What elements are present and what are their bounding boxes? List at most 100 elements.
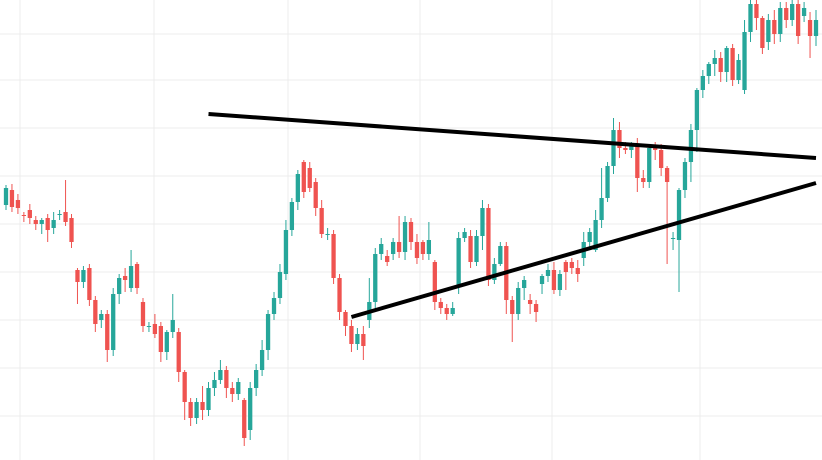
candle-27	[164, 330, 169, 360]
candle-body	[343, 312, 348, 326]
candle-66	[396, 216, 402, 258]
candle-91	[545, 264, 551, 282]
candle-113	[676, 188, 682, 292]
candle-25	[152, 314, 158, 338]
candle-133	[795, 0, 801, 44]
candle-body	[289, 202, 295, 230]
candle-134	[801, 2, 807, 22]
candle-body	[385, 256, 390, 262]
candle-21	[128, 250, 134, 292]
candle-body	[700, 76, 705, 90]
candle-body	[414, 242, 420, 258]
candle-24	[146, 322, 152, 332]
candle-body	[152, 324, 158, 334]
candle-body	[45, 218, 50, 230]
candle-30	[182, 370, 187, 420]
candle-74	[444, 304, 449, 320]
candle-body	[760, 18, 765, 48]
candle-body	[623, 148, 628, 150]
candle-body	[724, 48, 729, 72]
candle-body	[426, 240, 432, 254]
candle-body	[498, 246, 503, 264]
candle-body	[611, 130, 616, 166]
candle-body	[736, 60, 741, 80]
candle-body	[510, 300, 515, 314]
candle-108	[647, 146, 652, 188]
candle-90	[539, 274, 545, 294]
candle-89	[533, 300, 539, 322]
candle-79	[474, 230, 479, 266]
candle-body	[593, 220, 598, 250]
candle-67	[402, 216, 408, 260]
candle-body	[277, 272, 283, 298]
candle-12	[75, 268, 80, 304]
candle-body	[742, 32, 747, 90]
candle-body	[75, 270, 80, 282]
candle-42	[254, 364, 259, 396]
candle-33	[200, 386, 205, 420]
candle-body	[617, 130, 622, 148]
candle-body	[259, 350, 265, 370]
candle-body	[533, 304, 539, 312]
candle-31	[188, 398, 193, 426]
candle-59	[355, 328, 360, 350]
candle-body	[456, 238, 461, 286]
candle-111	[664, 166, 670, 264]
candle-body	[373, 254, 378, 302]
candle-body	[551, 270, 557, 290]
candle-64	[385, 250, 390, 266]
candle-body	[182, 372, 187, 402]
candle-body	[795, 4, 801, 36]
candle-50	[301, 160, 306, 198]
candle-body	[319, 208, 324, 234]
candle-body	[283, 230, 289, 274]
candle-body	[653, 148, 658, 150]
candle-77	[462, 228, 467, 242]
candle-body	[587, 232, 592, 242]
candle-76	[456, 232, 461, 294]
candle-101	[605, 162, 610, 202]
candle-102	[611, 118, 616, 174]
candle-5	[33, 216, 38, 230]
candle-54	[325, 228, 330, 240]
candle-body	[659, 150, 664, 168]
candle-18	[111, 288, 116, 356]
candle-body	[134, 264, 140, 288]
candle-37	[224, 366, 229, 398]
candle-40	[242, 398, 247, 446]
candle-44	[265, 310, 271, 360]
candle-body	[33, 220, 38, 224]
candle-body	[539, 276, 545, 284]
candle-body	[39, 220, 44, 224]
candle-35	[212, 372, 217, 396]
candle-22	[134, 262, 140, 294]
candle-125	[748, 0, 753, 42]
candle-96	[575, 260, 580, 282]
candle-body	[349, 326, 354, 344]
candle-118	[706, 62, 711, 84]
candle-23	[140, 298, 146, 332]
candle-body	[766, 20, 771, 42]
candle-body	[248, 388, 253, 430]
candle-body	[15, 200, 21, 208]
candle-body	[218, 370, 223, 380]
candle-body	[688, 130, 694, 162]
candle-body	[480, 208, 485, 236]
candle-body	[629, 144, 634, 150]
candle-body	[807, 20, 813, 36]
candle-body	[676, 190, 682, 240]
candle-body	[569, 262, 574, 268]
candle-body	[355, 334, 360, 344]
candle-body	[784, 8, 789, 20]
candle-body	[599, 198, 604, 220]
candles	[3, 0, 819, 446]
candle-body	[188, 402, 193, 418]
candle-131	[784, 2, 789, 28]
candle-body	[254, 370, 259, 388]
candle-8	[51, 212, 56, 234]
candle-body	[69, 218, 74, 242]
candle-84	[504, 242, 509, 314]
candle-body	[730, 48, 735, 80]
candle-107	[641, 170, 646, 188]
candle-39	[236, 378, 241, 400]
